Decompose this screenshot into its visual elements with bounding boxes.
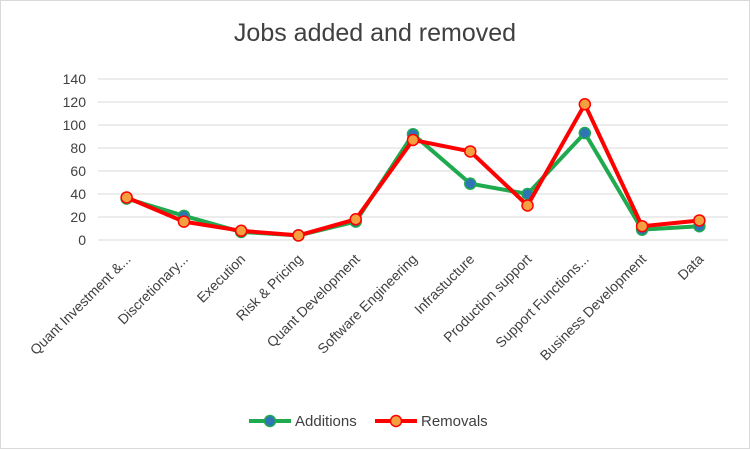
y-tick-label: 140 bbox=[63, 71, 87, 87]
data-point bbox=[464, 145, 477, 158]
data-point bbox=[349, 213, 362, 226]
legend-swatch-marker bbox=[389, 414, 403, 428]
legend-label: Removals bbox=[421, 413, 488, 430]
data-point bbox=[521, 199, 534, 212]
data-point bbox=[406, 133, 420, 147]
y-tick-label: 60 bbox=[70, 163, 86, 179]
legend-label: Additions bbox=[295, 413, 357, 430]
y-tick-label: 0 bbox=[78, 232, 86, 248]
x-category-label: Business Development bbox=[537, 251, 650, 364]
data-point bbox=[234, 224, 248, 238]
x-axis-labels: Quant Investment &...Discretionary... Exe… bbox=[27, 251, 707, 364]
data-point bbox=[292, 229, 305, 242]
y-tick-label: 20 bbox=[70, 209, 86, 225]
x-category-label: Quant Investment &... bbox=[27, 251, 134, 358]
y-tick-label: 120 bbox=[63, 94, 87, 110]
legend: Additions Removals bbox=[249, 413, 488, 430]
data-point bbox=[578, 126, 592, 140]
legend-item: Additions bbox=[249, 413, 357, 430]
data-point bbox=[120, 191, 133, 204]
series-lines bbox=[120, 98, 706, 242]
y-tick-label: 100 bbox=[63, 117, 87, 133]
data-point bbox=[464, 177, 477, 190]
data-point bbox=[177, 215, 191, 228]
y-tick-label: 40 bbox=[70, 186, 86, 202]
data-point bbox=[635, 219, 649, 233]
grid-lines bbox=[98, 78, 728, 241]
y-axis-ticks: 0 20 40 60 80 100 120 140 bbox=[63, 71, 87, 248]
series-removals bbox=[120, 98, 706, 242]
legend-item: Removals bbox=[375, 413, 488, 430]
x-category-label: Execution bbox=[194, 251, 249, 306]
series-line bbox=[125, 102, 700, 238]
legend-swatch-marker bbox=[263, 414, 277, 428]
chart-title: Jobs added and removed bbox=[233, 19, 517, 47]
data-point bbox=[578, 98, 592, 111]
x-category-label: Data bbox=[674, 251, 706, 283]
y-tick-label: 80 bbox=[70, 140, 86, 156]
x-category-label: Software Engineering bbox=[314, 251, 420, 357]
data-point bbox=[693, 214, 706, 227]
